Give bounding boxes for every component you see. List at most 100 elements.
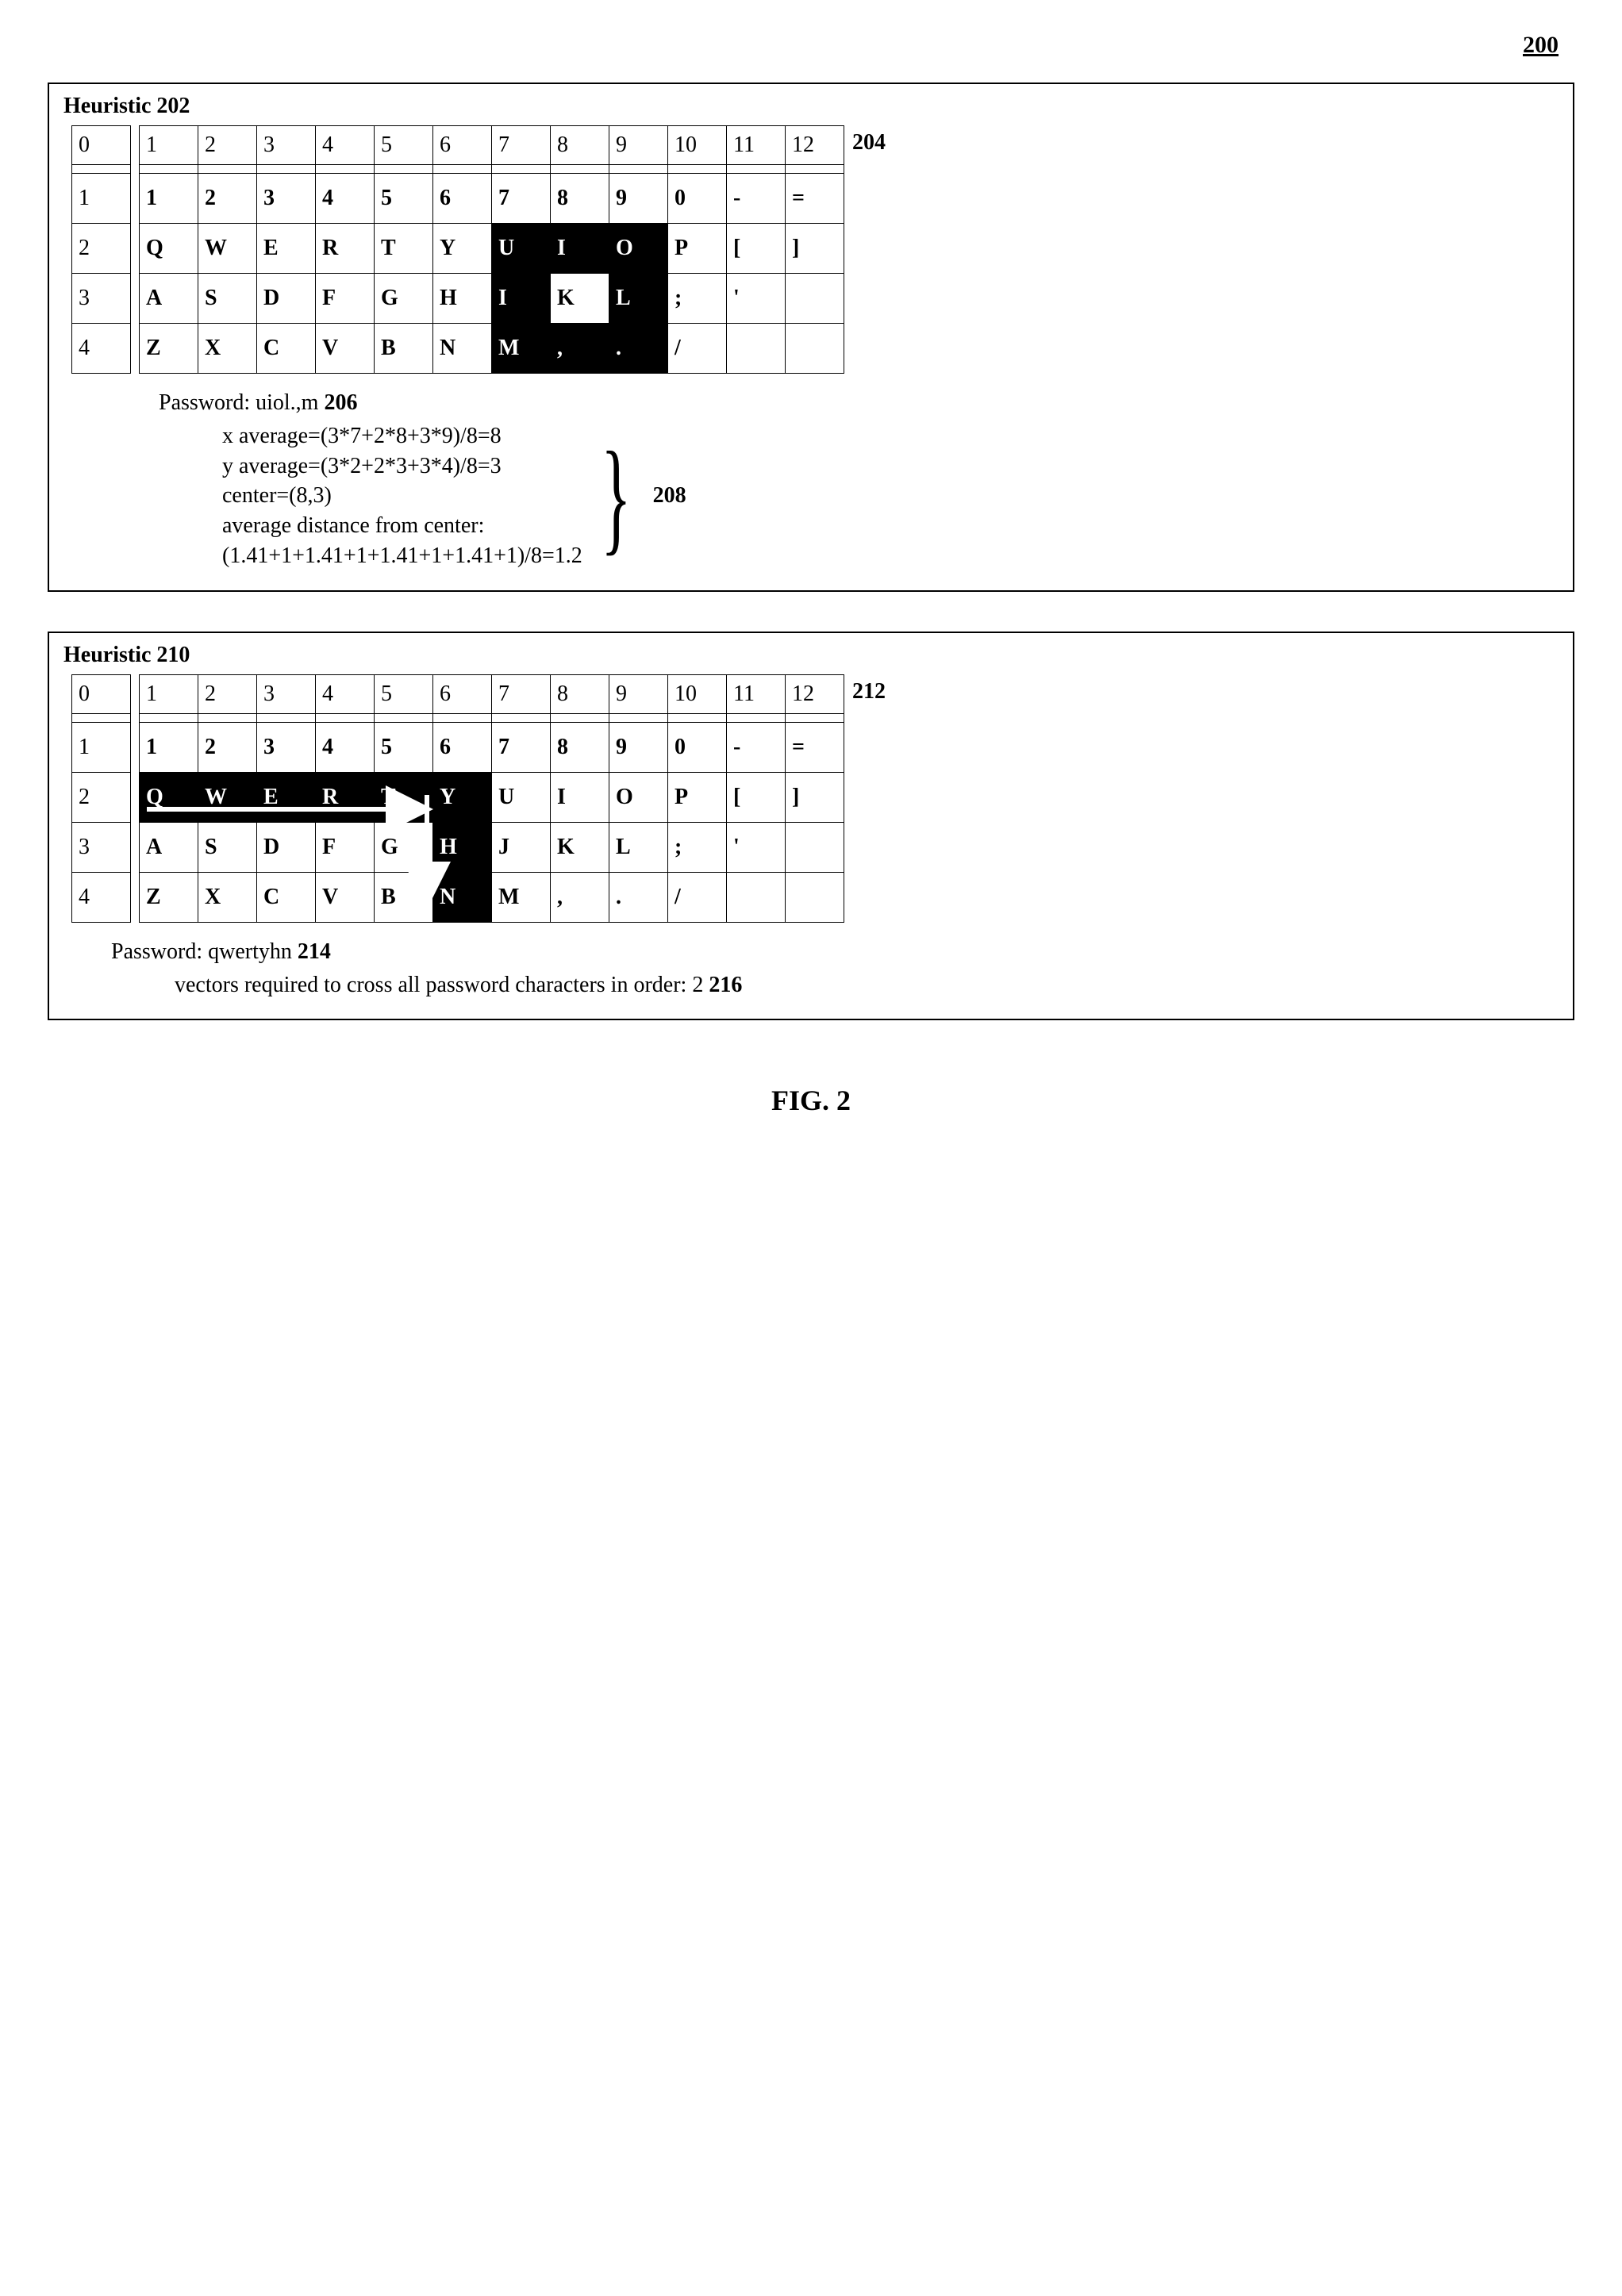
key-cell: 2 (198, 722, 257, 772)
calc-line: average distance from center: (222, 511, 582, 541)
hdr-cell: 7 (492, 674, 551, 713)
ref-208: 208 (653, 481, 686, 511)
key-cell-highlight: N (433, 872, 492, 922)
heuristic-210-grid: 0 1 2 3 4 5 6 7 8 9 10 11 12 1 1 2 (71, 674, 844, 923)
vectors-label: vectors required to cross all password c… (175, 973, 703, 997)
key-cell: A (140, 274, 198, 324)
key-cell-highlight: Q (140, 772, 198, 822)
heuristic-202-title: Heuristic 202 (63, 94, 1559, 119)
key-cell: R (316, 224, 375, 274)
password-label: Password: qwertyhn (111, 939, 292, 964)
key-cell: P (668, 772, 727, 822)
key-cell: ' (727, 822, 786, 872)
heuristic-202-grid: 0 1 2 3 4 5 6 7 8 9 10 11 12 1 1 2 (71, 125, 844, 374)
key-cell: / (668, 324, 727, 374)
key-cell-highlight: T (375, 772, 433, 822)
hdr-cell: 1 (140, 674, 198, 713)
hdr-cell: 9 (609, 126, 668, 165)
key-cell: 7 (492, 722, 551, 772)
key-cell-center: K (551, 274, 609, 324)
calc-line: center=(8,3) (222, 481, 582, 511)
hdr-cell: 0 (72, 126, 131, 165)
hdr-cell: 6 (433, 674, 492, 713)
key-cell: , (551, 872, 609, 922)
key-cell: ] (786, 772, 844, 822)
key-cell: I (551, 772, 609, 822)
hdr-cell: 10 (668, 126, 727, 165)
key-cell: E (257, 224, 316, 274)
key-cell: B (375, 324, 433, 374)
hdr-cell: 10 (668, 674, 727, 713)
key-cell-highlight: , (551, 324, 609, 374)
hdr-cell: 9 (609, 674, 668, 713)
key-cell: 8 (551, 174, 609, 224)
hdr-cell: 5 (375, 674, 433, 713)
key-cell: 8 (551, 722, 609, 772)
key-cell-highlight: Y (433, 772, 492, 822)
hdr-cell: 3 (257, 126, 316, 165)
key-cell: B (375, 872, 433, 922)
key-cell: ; (668, 274, 727, 324)
key-cell: P (668, 224, 727, 274)
key-cell-highlight: M (492, 324, 551, 374)
key-cell-highlight: . (609, 324, 668, 374)
ref-216: 216 (709, 973, 742, 997)
ref-214: 214 (298, 939, 331, 964)
key-cell: [ (727, 224, 786, 274)
brace-icon: } (601, 445, 631, 547)
key-cell: 0 (668, 722, 727, 772)
key-cell: O (609, 772, 668, 822)
key-cell: Q (140, 224, 198, 274)
key-cell: G (375, 274, 433, 324)
key-cell: 6 (433, 722, 492, 772)
row-label: 3 (72, 274, 131, 324)
key-cell: U (492, 772, 551, 822)
key-cell: 6 (433, 174, 492, 224)
key-cell: A (140, 822, 198, 872)
key-cell: ' (727, 274, 786, 324)
password-label: Password: uiol.,m (159, 390, 318, 415)
key-cell-highlight: U (492, 224, 551, 274)
key-cell: ] (786, 224, 844, 274)
page-ref: 200 (48, 32, 1574, 59)
key-cell: M (492, 872, 551, 922)
key-cell: 5 (375, 722, 433, 772)
key-cell-highlight: E (257, 772, 316, 822)
hdr-cell: 7 (492, 126, 551, 165)
row-label: 1 (72, 174, 131, 224)
key-cell: 4 (316, 174, 375, 224)
key-cell (786, 822, 844, 872)
hdr-cell: 0 (72, 674, 131, 713)
key-cell: . (609, 872, 668, 922)
heuristic-210-notes: Password: qwertyhn 214 vectors required … (111, 937, 1559, 1000)
key-cell: Z (140, 872, 198, 922)
key-cell-highlight: O (609, 224, 668, 274)
key-cell: 1 (140, 174, 198, 224)
key-cell (786, 872, 844, 922)
hdr-cell: 11 (727, 126, 786, 165)
hdr-cell: 2 (198, 126, 257, 165)
row-label: 4 (72, 324, 131, 374)
key-cell: L (609, 822, 668, 872)
key-cell: Z (140, 324, 198, 374)
key-cell: C (257, 872, 316, 922)
hdr-cell: 11 (727, 674, 786, 713)
hdr-cell: 5 (375, 126, 433, 165)
key-cell: Y (433, 224, 492, 274)
key-cell: [ (727, 772, 786, 822)
heuristic-210-title: Heuristic 210 (63, 643, 1559, 668)
row-label: 4 (72, 872, 131, 922)
key-cell: V (316, 872, 375, 922)
key-cell: G (375, 822, 433, 872)
key-cell: D (257, 822, 316, 872)
row-label: 3 (72, 822, 131, 872)
key-cell-highlight: I (492, 274, 551, 324)
key-cell: = (786, 174, 844, 224)
hdr-cell: 12 (786, 126, 844, 165)
ref-212: 212 (852, 679, 886, 705)
key-cell: S (198, 274, 257, 324)
key-cell: W (198, 224, 257, 274)
figure-caption: FIG. 2 (48, 1084, 1574, 1117)
heuristic-210-panel: Heuristic 210 0 1 2 3 4 5 6 7 8 9 10 11 … (48, 632, 1574, 1021)
row-label: 2 (72, 772, 131, 822)
